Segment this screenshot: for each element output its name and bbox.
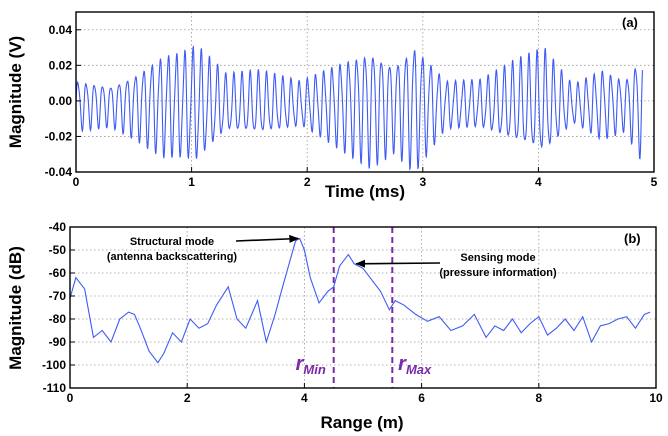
structural-mode-annotation: Structural mode (antenna backscattering) [107, 234, 300, 263]
panel-b-range-markers [332, 227, 394, 388]
panel-b-y-tick-label: -40 [49, 220, 67, 234]
panel-b-y-tick-label: -60 [49, 266, 67, 280]
panel-b-range-profile-line [69, 237, 651, 364]
r-min-label: rMin [296, 353, 326, 377]
sensing-mode-annotation: Sensing mode (pressure information) [355, 252, 557, 279]
panel-b-x-tick-label: 8 [535, 391, 542, 405]
panel-b-y-tick-label: -100 [42, 358, 66, 372]
sensing-mode-arrow [355, 259, 441, 268]
panel-b-tag: (b) [624, 231, 641, 246]
panel-b-x-tick-label: 4 [301, 391, 308, 405]
panel-b-y-tick-label: -110 [43, 381, 67, 395]
panel-b-y-tick-label: -70 [49, 289, 67, 303]
structural-mode-label: Structural mode [130, 236, 214, 248]
panel-a-tag: (a) [622, 15, 638, 30]
panel-a-plot-frame [75, 11, 655, 173]
sensing-mode-label: Sensing mode [460, 252, 535, 264]
panel-b-x-tick-label: 10 [649, 391, 663, 405]
panel-b-ticks: 0 2 4 6 8 10 -40 -50 -60 -70 -80 -90 -100 -110 [42, 220, 663, 405]
panel-b-plot-frame [69, 226, 657, 389]
panel-a-chart: 0 1 2 3 4 5 0.04 0.02 0.00 -0.02 -0.04 (a) Time (m… [6, 11, 658, 201]
panel-b-x-tick-label: 0 [67, 391, 74, 405]
panel-a-x-tick-label: 5 [651, 175, 658, 189]
r-min-main: r [296, 353, 305, 375]
panel-b-x-tick-label: 6 [418, 391, 425, 405]
panel-a-y-tick-label: 0.02 [49, 58, 73, 72]
panel-a-x-tick-label: 4 [535, 175, 542, 189]
panel-a-y-tick-label: 0.00 [49, 94, 73, 108]
panel-a-x-tick-label: 3 [419, 175, 426, 189]
sensing-mode-sublabel: (pressure information) [439, 267, 557, 279]
r-min-subscript: Min [303, 362, 325, 377]
panel-a-y-tick-label: -0.04 [45, 165, 73, 179]
r-max-subscript: Max [406, 362, 432, 377]
panel-a-x-tick-label: 1 [188, 175, 195, 189]
panel-a-y-tick-label: -0.02 [45, 129, 73, 143]
panel-a-y-tick-label: 0.04 [49, 23, 73, 37]
structural-mode-sublabel: (antenna backscattering) [107, 251, 238, 263]
panel-a-ticks: 0 1 2 3 4 5 0.04 0.02 0.00 -0.02 -0.04 [45, 23, 658, 189]
panel-a-x-tick-label: 0 [73, 175, 80, 189]
panel-a-y-axis-title: Magnitude (V) [6, 36, 25, 148]
panel-b-y-tick-label: -50 [49, 243, 67, 257]
panel-b-y-tick-label: -90 [49, 335, 67, 349]
panel-a-gridlines [75, 12, 655, 173]
r-max-main: r [398, 353, 407, 375]
structural-mode-arrow [235, 234, 300, 243]
r-max-label: rMax [398, 353, 432, 377]
panel-b-x-axis-title: Range (m) [320, 413, 403, 432]
panel-a-x-axis-title: Time (ms) [325, 182, 405, 201]
panel-b-y-tick-label: -80 [49, 312, 67, 326]
panel-b-chart: 0 2 4 6 8 10 -40 -50 -60 -70 -80 -90 -100 -110 (b) Ra… [6, 220, 663, 432]
panel-a-signal-line [75, 45, 643, 171]
panel-a-x-tick-label: 2 [304, 175, 311, 189]
panel-b-x-tick-label: 2 [184, 391, 191, 405]
panel-b-y-axis-title: Magnitude (dB) [6, 246, 25, 370]
